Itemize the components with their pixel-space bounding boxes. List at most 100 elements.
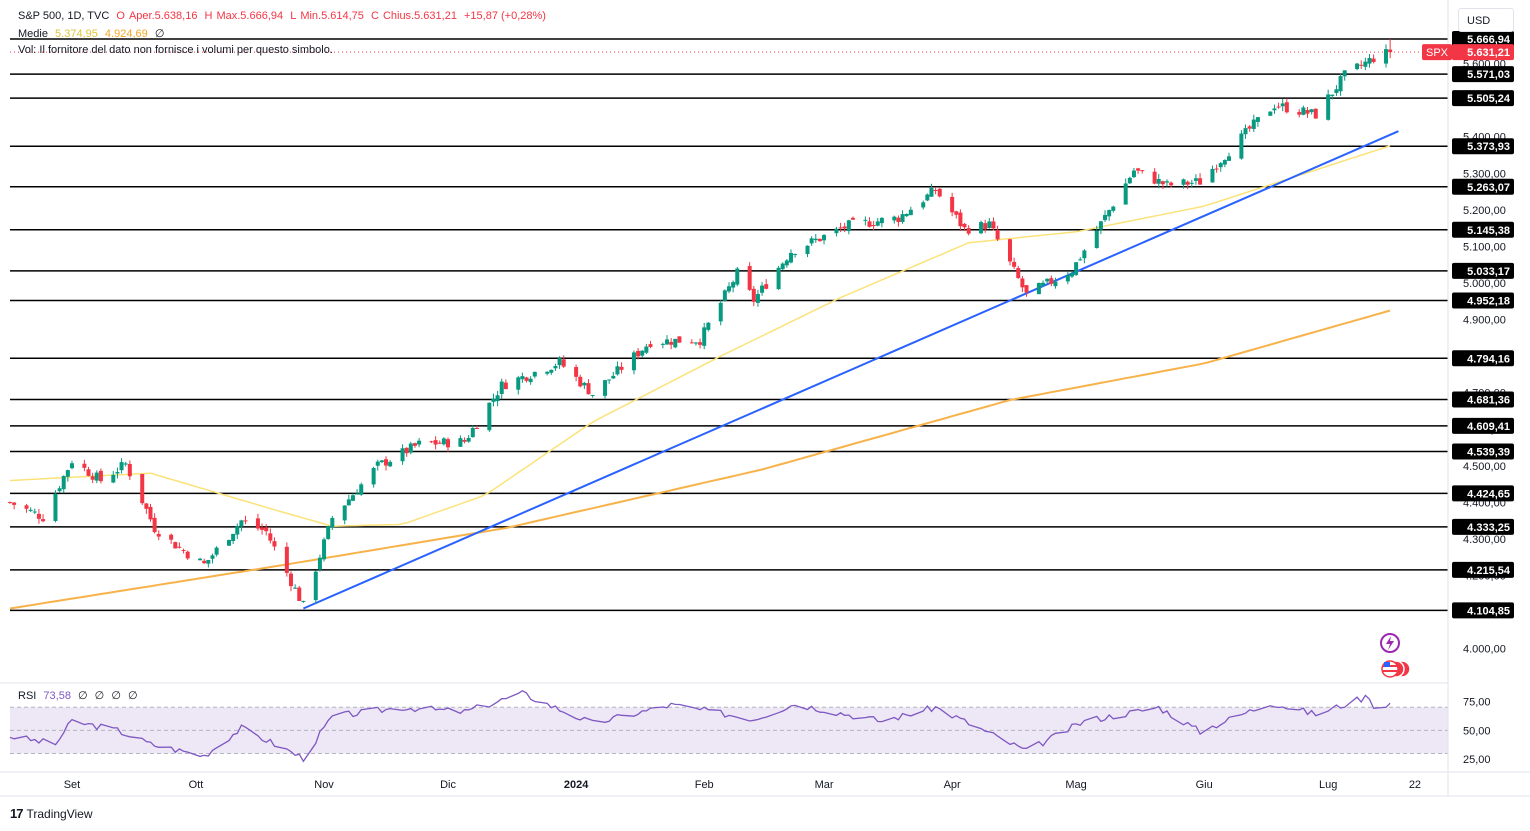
- candle-body: [1367, 58, 1372, 64]
- candle: [863, 216, 868, 226]
- candle: [1127, 176, 1132, 185]
- y-tick-label: 5.100,00: [1463, 241, 1506, 253]
- candle: [987, 217, 992, 229]
- candle: [1136, 167, 1141, 174]
- candle-body: [1069, 273, 1074, 277]
- candle: [214, 546, 219, 557]
- candle-body: [867, 221, 872, 227]
- candle: [144, 503, 149, 514]
- candle-body: [185, 551, 190, 559]
- candle: [388, 460, 393, 468]
- candle: [1214, 164, 1219, 173]
- candle-body: [822, 235, 827, 241]
- candle: [950, 192, 955, 217]
- candle: [293, 584, 298, 589]
- candle-body: [578, 376, 583, 387]
- candle-body: [177, 546, 182, 548]
- candle: [1111, 205, 1116, 213]
- candle-body: [788, 252, 793, 263]
- candle: [524, 376, 529, 383]
- candle-body: [487, 402, 492, 431]
- candle: [272, 537, 277, 551]
- ma50-line: [9, 145, 1391, 527]
- candle-body: [1169, 182, 1174, 186]
- candle-body: [1239, 133, 1244, 159]
- candle: [1098, 220, 1103, 235]
- candle-body: [892, 216, 897, 221]
- candle: [1069, 271, 1074, 278]
- candle: [793, 253, 798, 258]
- volume-legend: Vol: Il fornitore del dato non fornisce …: [18, 44, 337, 56]
- candle: [417, 438, 422, 448]
- candle-body: [82, 463, 87, 468]
- candle: [342, 505, 347, 525]
- candle-body: [582, 382, 587, 386]
- level-tag: [1452, 90, 1514, 107]
- candle: [1222, 159, 1227, 168]
- candle: [1272, 104, 1277, 114]
- level-tag: [1452, 561, 1514, 578]
- candle: [958, 209, 963, 232]
- candle-body: [317, 557, 322, 570]
- candle: [991, 217, 996, 231]
- candle-body: [850, 217, 855, 220]
- candle-body: [1210, 168, 1215, 183]
- candle-body: [966, 228, 971, 234]
- candle: [1016, 265, 1021, 279]
- candle-body: [1103, 214, 1108, 221]
- candle: [557, 356, 562, 369]
- candle-body: [1218, 163, 1223, 168]
- candle-body: [239, 520, 244, 527]
- us-flag-icon[interactable]: [1381, 660, 1411, 678]
- candle-body: [520, 376, 525, 380]
- symbol-tag: [1422, 44, 1452, 61]
- candle: [673, 338, 678, 349]
- candle-body: [809, 238, 814, 244]
- candle-body: [698, 342, 703, 345]
- candle-body: [53, 493, 58, 521]
- candle-body: [350, 495, 355, 501]
- currency-button[interactable]: USD: [1458, 8, 1514, 32]
- candle: [41, 514, 46, 523]
- level-value: 4.333,25: [1467, 522, 1510, 534]
- candle-body: [1053, 281, 1058, 287]
- candle: [1140, 169, 1145, 174]
- candle: [867, 217, 872, 228]
- candle: [908, 206, 913, 216]
- candle: [198, 557, 203, 561]
- level-tag: [1452, 262, 1514, 279]
- tradingview-brand[interactable]: 17 TradingView: [10, 806, 93, 821]
- candle: [1371, 54, 1376, 64]
- candle: [900, 210, 905, 224]
- candle: [1169, 181, 1174, 188]
- candle: [788, 249, 793, 264]
- candle-body: [255, 518, 260, 529]
- candle: [1280, 98, 1285, 112]
- candle-body: [466, 437, 471, 442]
- candle-body: [140, 473, 145, 504]
- candle-body: [330, 517, 335, 528]
- level-value: 4.681,36: [1467, 395, 1510, 407]
- flash-icon[interactable]: [1380, 633, 1400, 653]
- candle: [123, 461, 128, 467]
- candle: [1012, 257, 1017, 270]
- candle: [532, 371, 537, 379]
- event-icons[interactable]: [1378, 632, 1418, 684]
- candle: [466, 435, 471, 443]
- candle-body: [28, 509, 33, 511]
- candle: [805, 245, 810, 258]
- level-value: 4.104,85: [1467, 605, 1510, 617]
- candle: [1107, 209, 1112, 221]
- candle: [631, 350, 636, 375]
- y-tick-label: 4.000,00: [1463, 644, 1506, 656]
- candle-body: [962, 223, 967, 228]
- candle-body: [1301, 107, 1306, 115]
- candle: [470, 425, 475, 438]
- candle-body: [1094, 230, 1099, 249]
- candle: [330, 515, 335, 530]
- candle: [718, 299, 723, 326]
- candle-body: [1049, 278, 1054, 284]
- candle: [24, 503, 29, 513]
- rsi-extra-1: ∅: [78, 690, 88, 702]
